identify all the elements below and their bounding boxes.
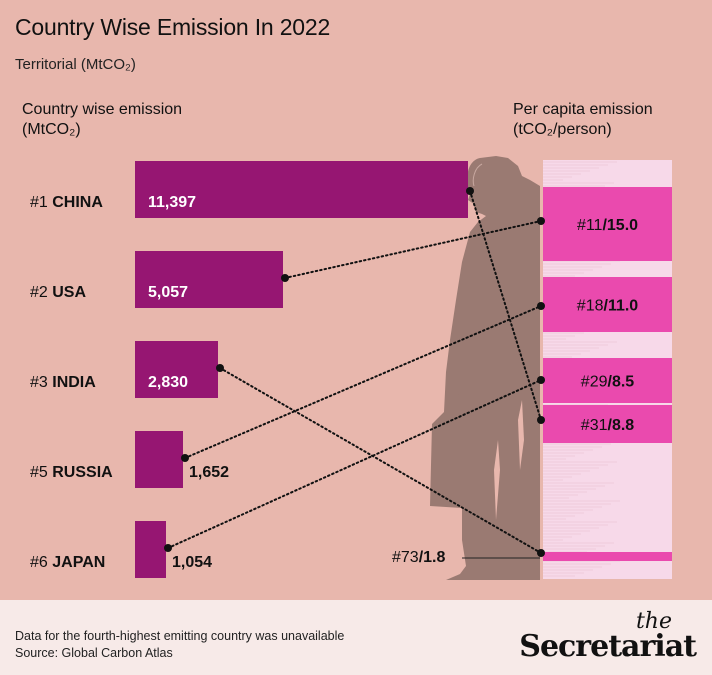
per-capita-rank: #11 [577,217,603,234]
country-label: #6 JAPAN [30,554,105,571]
per-capita-block-japan [543,358,672,403]
right-axis-header: Per capita emission (tCO₂/person) [513,100,653,140]
per-capita-label: #18/11.0 [577,298,639,315]
footer-notes: Data for the fourth-highest emitting cou… [15,628,344,662]
per-capita-label: #29/8.5 [581,374,634,391]
per-capita-rank: #18 [577,298,604,315]
connector-lines [164,187,545,557]
right-header-line2: (tCO₂/person) [513,121,612,138]
per-capita-value: /1.8 [419,549,446,566]
connector-dot-end [537,217,545,225]
value-label: 2,830 [148,374,188,391]
country-rank: #3 [30,374,52,391]
country-name: JAPAN [52,554,105,571]
connector-dot-start [164,544,172,552]
bar-japan [135,521,166,578]
per-capita-label: #73/1.8 [392,549,445,566]
bar-usa [135,251,283,308]
subtitle-text: Territorial (MtCO₂) [15,56,136,73]
logo-the: the [635,609,672,634]
per-capita-value: /11.0 [604,298,639,315]
connector-russia [184,305,542,459]
connector-dot-end [537,549,545,557]
per-capita-column [543,160,672,579]
per-capita-label: #31/8.8 [581,417,634,434]
country-label: #2 USA [30,284,86,301]
bars-group [135,161,468,578]
per-capita-rank: #31 [581,417,608,434]
connector-india [219,367,542,554]
country-name: RUSSIA [52,464,113,481]
left-header-line1: Country wise emission [22,101,183,118]
country-rank: #6 [30,554,52,571]
footer: Data for the fourth-highest emitting cou… [0,600,712,675]
country-name: CHINA [52,194,103,211]
per-capita-block-usa [543,187,672,261]
country-name: USA [52,284,86,301]
value-label: 1,652 [189,464,229,481]
right-header-line1: Per capita emission [513,101,653,118]
chart-subtitle: Territorial (MtCO₂) [15,56,136,73]
connector-dot-end [537,376,545,384]
per-capita-rank: #73 [392,549,419,566]
country-rank: #1 [30,194,52,211]
connector-usa [284,220,542,279]
per-capita-block-india [543,552,672,561]
per-capita-block-russia [543,277,672,332]
per-capita-label: #11/15.0 [577,217,638,234]
per-capita-value: /8.8 [608,417,635,434]
footer-note: Data for the fourth-highest emitting cou… [15,629,345,643]
footer-source: Source: Global Carbon Atlas [15,646,173,660]
man-silhouette-illustration [430,156,540,580]
connector-dot-start [466,187,474,195]
chart-title: Country Wise Emission In 2022 [15,14,331,40]
connector-china [469,190,542,421]
logo-main: Secretariat [519,629,697,664]
per-capita-value: /8.5 [608,374,635,391]
labels-group: #1 CHINA 11,397 #31/8.8 #2 USA 5,057 #11/15.0… [30,194,638,571]
connector-dot-end [537,416,545,424]
emission-chart: #1 CHINA 11,397 #31/8.8 #2 USA 5,057 #11/15.0… [30,156,672,580]
per-capita-rank: #29 [581,374,608,391]
connector-dot-end [537,302,545,310]
bar-russia [135,431,183,488]
left-header-line2: (MtCO₂) [22,121,81,138]
left-axis-header: Country wise emission (MtCO₂) [22,100,182,140]
connector-dot-start [216,364,224,372]
country-label: #1 CHINA [30,194,103,211]
country-rank: #5 [30,464,52,481]
country-label: #3 INDIA [30,374,96,391]
secretariat-logo: the Secretariat [519,609,697,664]
country-name: INDIA [52,374,96,391]
connector-dot-start [181,454,189,462]
connector-dot-start [281,274,289,282]
per-capita-block-china [543,405,672,443]
country-label: #5 RUSSIA [30,464,113,481]
value-label: 11,397 [148,194,196,211]
value-label: 1,054 [172,554,212,571]
bar-china [135,161,468,218]
value-label: 5,057 [148,284,188,301]
per-capita-value: /15.0 [602,217,638,234]
country-rank: #2 [30,284,52,301]
connector-japan [167,379,542,549]
bar-india [135,341,218,398]
